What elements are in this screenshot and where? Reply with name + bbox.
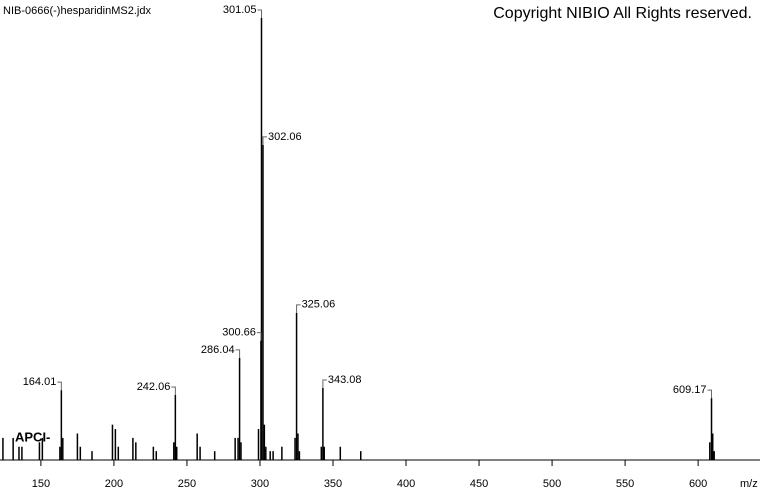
label-bracket <box>171 386 176 396</box>
peak-label: 609.17 <box>673 384 707 396</box>
x-tick-label: 500 <box>543 478 561 490</box>
x-tick-label: 250 <box>178 478 196 490</box>
x-tick-label: 400 <box>397 478 415 490</box>
label-bracket <box>257 9 263 18</box>
x-axis-label: m/z <box>740 478 758 490</box>
label-bracket <box>262 136 267 145</box>
label-bracket <box>322 379 327 388</box>
peak-label: 164.01 <box>23 376 57 388</box>
x-tick-label: 150 <box>32 478 50 490</box>
peak-label: 242.06 <box>137 381 171 393</box>
chart-title: NIB-0666(-)hesparidinMS2.jdx <box>3 5 151 17</box>
x-tick-label: 300 <box>251 478 269 490</box>
x-tick-label: 200 <box>105 478 123 490</box>
label-bracket <box>235 349 241 358</box>
label-bracket <box>57 381 62 391</box>
x-tick-label: 350 <box>324 478 342 490</box>
label-bracket <box>256 332 262 341</box>
label-bracket <box>296 304 301 313</box>
peak-label: 343.08 <box>328 374 362 386</box>
x-tick-label: 600 <box>689 478 707 490</box>
annotation: APCI- <box>15 429 50 444</box>
peak-label: 286.04 <box>201 344 235 356</box>
label-bracket <box>707 389 713 399</box>
copyright: Copyright NIBIO All Rights reserved. <box>493 5 752 22</box>
peak-label: 300.66 <box>222 327 256 339</box>
peak-label: 302.06 <box>268 131 302 143</box>
peak-label: 301.05 <box>223 4 257 16</box>
x-tick-label: 450 <box>470 478 488 490</box>
peak-label: 325.06 <box>302 299 336 311</box>
x-tick-label: 550 <box>616 478 634 490</box>
